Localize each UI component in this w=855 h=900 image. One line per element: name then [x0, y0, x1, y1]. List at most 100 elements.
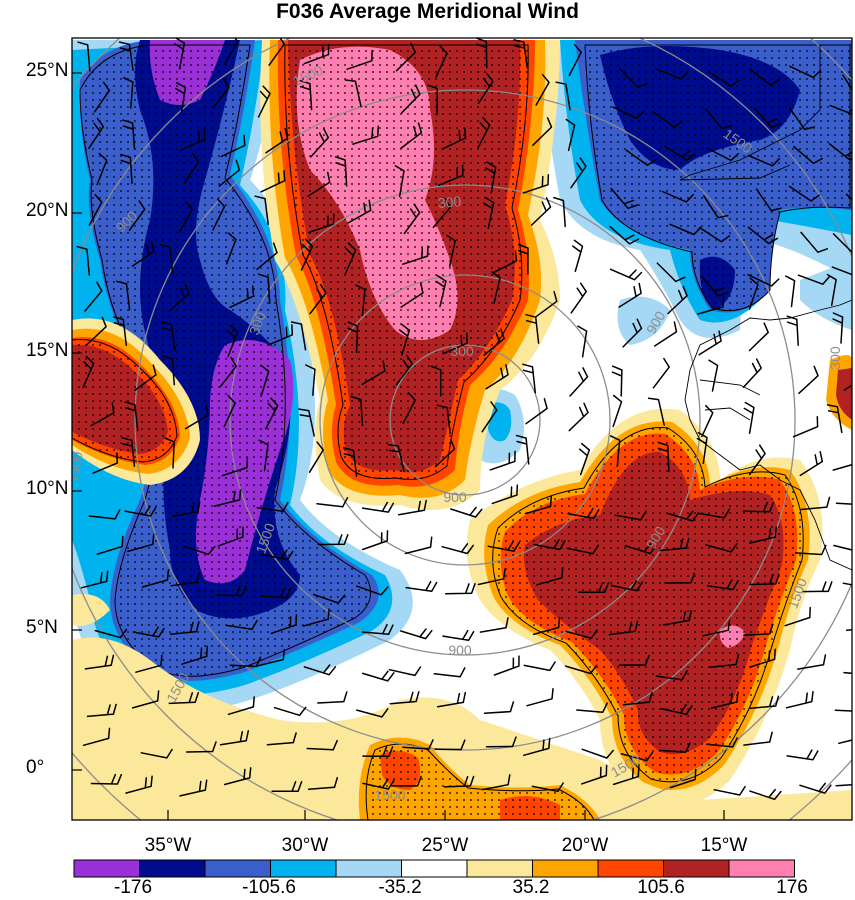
wind-barb [618, 654, 650, 666]
wind-barbs [76, 38, 852, 801]
lat-label-10n: 10°N [26, 478, 69, 499]
wind-barb [404, 536, 433, 555]
wind-barb [444, 583, 476, 595]
wind-barb [344, 79, 362, 108]
wind-barb [212, 78, 230, 109]
wind-barb [522, 173, 550, 194]
wind-barb [567, 507, 600, 520]
wind-barb [515, 434, 530, 465]
wind-barb [669, 768, 697, 789]
contour-label: 900 [448, 642, 472, 658]
wind-barb [800, 231, 829, 253]
wind-barb [259, 587, 292, 599]
wind-barb [797, 654, 827, 670]
wind-barb [362, 778, 395, 790]
wind-barb [307, 171, 331, 197]
wind-barb [485, 161, 497, 194]
wind-barb [256, 501, 289, 513]
wind-barb [347, 199, 372, 224]
colorbar-label-1056: 105.6 [637, 877, 685, 898]
wind-barb [308, 213, 335, 234]
wind-barb [835, 502, 852, 505]
wind-barb [800, 496, 831, 511]
wind-barb [273, 706, 307, 717]
wind-barb [127, 533, 155, 553]
wind-barb [450, 506, 483, 518]
wind-barb [88, 117, 105, 150]
wind-barb [532, 616, 561, 636]
wind-barb [347, 321, 359, 353]
wind-barb [612, 394, 623, 428]
wind-barb [344, 242, 357, 275]
wind-barb [698, 226, 731, 243]
wind-barb [265, 397, 279, 430]
wind-barb [568, 402, 589, 432]
wind-barb [160, 321, 176, 351]
wind-barb [842, 582, 852, 586]
wind-barb [223, 767, 252, 786]
wind-barb [713, 785, 746, 796]
wind-barb [652, 110, 684, 128]
wind-barb [524, 495, 553, 515]
wind-barb [747, 226, 779, 245]
wind-barb [394, 165, 405, 198]
wind-barb [786, 749, 819, 761]
contour-label: 300 [246, 309, 269, 337]
wind-barb [212, 198, 226, 231]
wind-barb [555, 81, 571, 111]
lat-label-15n: 15°N [26, 340, 69, 361]
wind-barb [168, 691, 200, 705]
wind-barb [832, 312, 844, 344]
wind-barb [403, 203, 421, 235]
wind-barb [492, 250, 518, 274]
colorbar-swatch [728, 859, 795, 878]
wind-barb [390, 775, 422, 787]
wind-barb [92, 452, 118, 474]
wind-barb [261, 549, 294, 561]
wind-barb [835, 783, 852, 787]
wind-barb [122, 119, 136, 150]
wind-barb [398, 323, 411, 356]
wind-barb [655, 670, 688, 681]
positive-southeast-region [466, 355, 852, 807]
colorbar-label-neg1056: -105.6 [242, 877, 296, 898]
wind-barb [342, 447, 358, 477]
contour-label: 1500 [374, 787, 405, 803]
wind-barb [118, 41, 134, 71]
wind-barb [312, 593, 346, 604]
colorbar-swatch [139, 859, 206, 878]
wind-barb [317, 691, 348, 704]
wind-barb [268, 38, 285, 66]
wind-barb [125, 775, 153, 794]
wind-barb [491, 484, 519, 505]
axis-ticks [72, 72, 725, 820]
wind-barb [704, 108, 733, 130]
wind-barb [219, 730, 250, 746]
wind-barb [260, 364, 270, 397]
wind-barb [485, 364, 509, 390]
contour-label: 300 [827, 346, 843, 370]
wind-barb [121, 436, 136, 467]
wind-barb [569, 367, 589, 397]
wind-barb [270, 614, 298, 635]
wind-barb [570, 157, 587, 189]
wind-barb [703, 195, 729, 219]
wind-barb [90, 773, 123, 785]
wind-barb [290, 321, 307, 351]
wind-barb [356, 708, 389, 718]
wind-barb [86, 316, 107, 346]
wind-barb [305, 364, 316, 396]
wind-barb [532, 117, 553, 146]
wind-barb [647, 397, 665, 426]
wind-barb [801, 581, 833, 593]
wind-barb [257, 273, 271, 304]
wind-barb [124, 505, 157, 517]
wind-barb [513, 39, 529, 69]
lat-label-5n: 5°N [26, 617, 58, 638]
wind-barb [525, 313, 540, 344]
wind-barb [531, 782, 564, 793]
wind-barb [477, 72, 494, 105]
wind-barb [435, 274, 447, 308]
wind-barb [164, 437, 175, 469]
wind-barb [845, 629, 852, 632]
